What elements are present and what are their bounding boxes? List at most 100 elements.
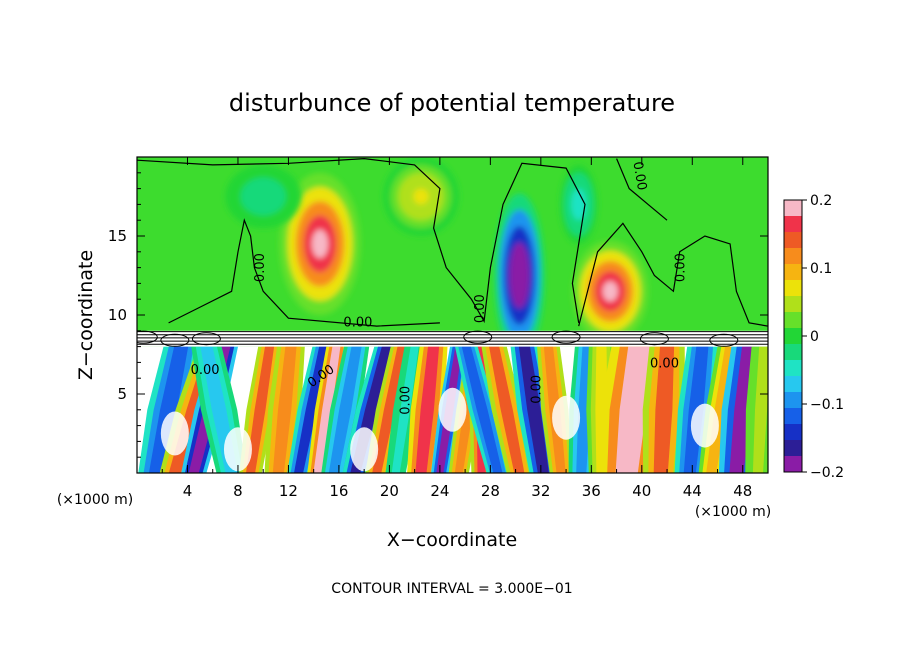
contour-label: 0.00 <box>398 386 413 415</box>
stripe-level <box>148 346 189 473</box>
colorbar-swatch <box>784 248 802 265</box>
x-tick-label: 12 <box>279 482 298 500</box>
stripe-level <box>415 346 440 473</box>
turbulent-stripe <box>642 346 686 473</box>
y-tick-label: 5 <box>117 385 127 403</box>
colorbar-tick-label: −0.2 <box>810 465 844 481</box>
zero-contour <box>168 218 440 327</box>
y-tick-label: 15 <box>108 227 127 245</box>
colorbar-swatch <box>784 456 802 473</box>
band-eddy-contour <box>551 330 581 344</box>
x-tick-label: 20 <box>380 482 399 500</box>
turbulent-stripe <box>481 346 532 473</box>
feature-level <box>413 188 429 205</box>
x-tick-label: 28 <box>481 482 500 500</box>
colorbar-swatch <box>784 312 802 329</box>
contour-interval-note: CONTOUR INTERVAL = 3.000E−01 <box>331 581 572 597</box>
y-tick-label: 10 <box>108 306 127 324</box>
plot-area: 0.000.00 0.000.000.000.00 0.000.00 0.000.00 <box>137 157 768 473</box>
stripe-level <box>272 346 297 473</box>
colorbar-swatch <box>784 216 802 233</box>
field-feature-cool <box>494 193 545 358</box>
x-tick-label: 40 <box>632 482 651 500</box>
eddy <box>160 411 189 456</box>
turbulent-stripe <box>745 346 768 473</box>
colorbar-tick-label: 0.2 <box>810 193 832 209</box>
colorbar-swatch <box>784 440 802 457</box>
x-unit-right: (×1000 m) <box>695 504 771 520</box>
colorbar-swatch <box>784 376 802 393</box>
x-tick-label: 44 <box>683 482 702 500</box>
colorbar-swatch <box>784 264 802 281</box>
turbulent-stripe <box>138 346 199 473</box>
x-tick-label: 4 <box>183 482 193 500</box>
feature-level <box>514 259 525 292</box>
feature-level <box>311 229 329 259</box>
colorbar-swatch <box>784 328 802 345</box>
contour-label: 0.00 <box>473 294 488 323</box>
x-axis-label: X−coordinate <box>387 529 517 551</box>
colorbar-swatch <box>784 408 802 425</box>
band-eddy-contour <box>191 332 221 346</box>
colorbar-swatch <box>784 280 802 297</box>
colorbar-swatch <box>784 392 802 409</box>
x-tick-label: 24 <box>430 482 449 500</box>
stripe-level <box>461 346 503 473</box>
inversion-band <box>137 330 768 347</box>
band-eddy-contour <box>709 333 739 347</box>
stripe-level <box>246 346 275 473</box>
eddy <box>552 395 581 440</box>
colorbar-tick-label: 0 <box>810 329 819 345</box>
turbulent-stripe <box>307 346 347 473</box>
x-tick-label: 48 <box>733 482 752 500</box>
stripe-level <box>489 346 525 473</box>
turbulent-stripe <box>455 346 510 473</box>
x-unit-left: (×1000 m) <box>57 492 133 508</box>
x-tick-label: 8 <box>233 482 243 500</box>
band-eddy-contour <box>137 330 158 344</box>
turbulent-stripe <box>321 346 370 473</box>
stripe-level <box>752 346 768 473</box>
field-feature-warm <box>572 240 649 342</box>
contour-label: 0.00 <box>191 363 220 378</box>
contour-label: 0.00 <box>650 357 679 372</box>
stripe-level <box>391 346 419 473</box>
eddy <box>690 403 719 448</box>
colorbar-swatch <box>784 200 802 217</box>
zero-contour <box>578 222 768 327</box>
x-axis: 4 8 12 16 20 24 28 32 36 40 44 48 <box>161 157 752 500</box>
feature-level <box>255 190 271 203</box>
stripe-level <box>653 346 675 473</box>
contour-label: 0.00 <box>629 160 649 191</box>
stripe-level <box>372 346 407 473</box>
field-feature-warm <box>279 172 361 315</box>
x-tick-label: 16 <box>329 482 348 500</box>
chart-title: disturbunce of potential temperature <box>229 89 675 117</box>
stripe-level <box>615 346 651 473</box>
colorbar-tick-label: −0.1 <box>810 397 844 413</box>
turbulent-stripe <box>385 346 425 473</box>
lower-turbulent-field <box>137 346 768 473</box>
band-eddy-contour <box>463 330 493 344</box>
stripe-level <box>518 346 549 473</box>
y-axis: 5 10 15 <box>108 172 768 458</box>
colorbar: 0.2 0.1 0 −0.1 −0.2 <box>783 193 844 481</box>
x-tick-label: 32 <box>531 482 550 500</box>
colorbar-swatch <box>784 344 802 361</box>
feature-level <box>574 196 583 213</box>
feature-level <box>602 281 618 302</box>
colorbar-swatch <box>784 360 802 377</box>
field-feature-warm <box>383 157 459 236</box>
field-feature-cool <box>225 164 302 229</box>
contour-label: 0.00 <box>253 253 268 282</box>
eddy <box>350 427 379 472</box>
contour-label: 0.00 <box>530 375 545 404</box>
stripe-level <box>294 346 329 473</box>
zero-contour <box>616 158 668 221</box>
band-eddy-contour <box>639 332 669 346</box>
contour-label: 0.00 <box>673 253 688 282</box>
contour-label: 0.00 <box>343 315 372 330</box>
eddy <box>438 387 467 432</box>
